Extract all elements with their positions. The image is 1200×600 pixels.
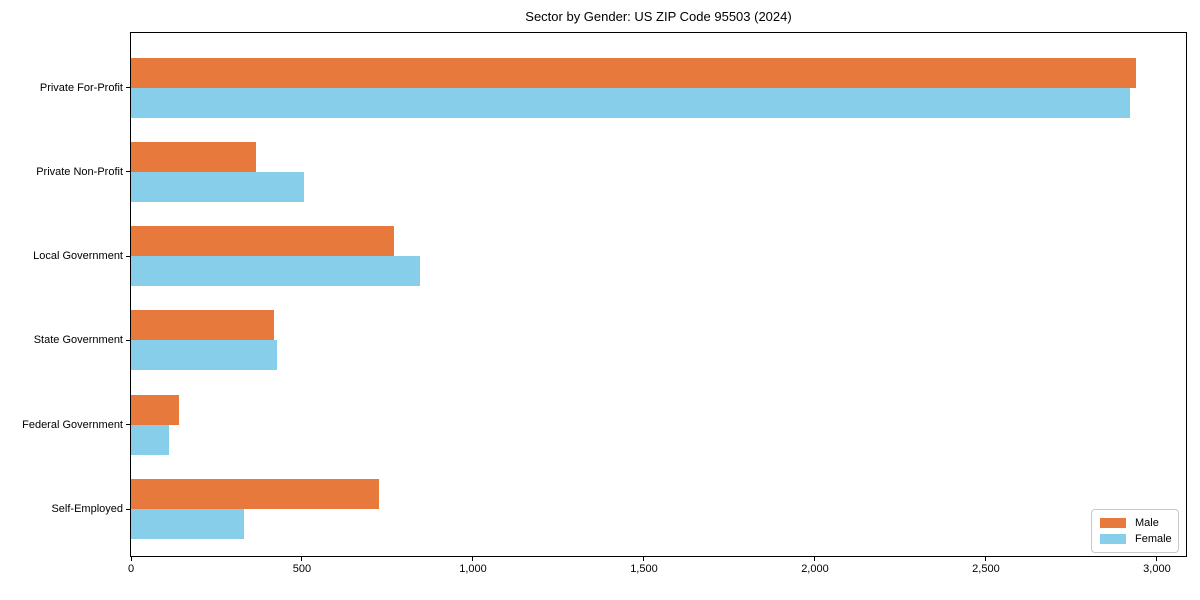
y-tick-mark [126, 424, 131, 426]
y-tick-label: Self-Employed [51, 503, 123, 515]
legend-label: Female [1135, 533, 1172, 545]
bar-female-0 [131, 87, 1130, 118]
bar-male-0 [131, 57, 1137, 88]
legend-swatch-female [1100, 534, 1126, 544]
bar-male-3 [131, 310, 274, 341]
legend-item-female: Female [1100, 533, 1172, 545]
bar-female-2 [131, 256, 420, 287]
y-tick-mark [126, 171, 131, 173]
y-tick-label: Federal Government [22, 418, 123, 431]
bar-female-1 [131, 171, 304, 202]
y-tick-label: Local Government [33, 250, 123, 263]
bar-male-2 [131, 226, 395, 257]
bar-female-3 [131, 340, 277, 371]
x-tick-mark [1156, 557, 1158, 561]
x-tick-mark [814, 557, 816, 561]
y-tick-mark [126, 87, 131, 88]
legend: Male Female [1091, 509, 1179, 553]
bar-male-5 [131, 479, 379, 509]
x-tick-label: 1,500 [630, 563, 658, 575]
x-tick-label: 1,000 [459, 563, 487, 575]
x-tick-mark [301, 557, 303, 561]
bar-female-4 [131, 424, 169, 455]
y-tick-mark [126, 508, 131, 510]
x-tick-mark [643, 557, 645, 561]
x-tick-mark [985, 557, 987, 561]
x-tick-mark [130, 557, 132, 561]
legend-item-male: Male [1100, 517, 1170, 529]
x-tick-label: 0 [127, 563, 135, 575]
chart-title: Sector by Gender: US ZIP Code 95503 (202… [525, 9, 792, 24]
x-tick-label: 500 [292, 563, 312, 575]
bar-male-4 [131, 394, 179, 425]
plot-area [130, 32, 1187, 557]
y-tick-mark [126, 339, 131, 341]
legend-swatch-male [1100, 518, 1126, 528]
x-tick-label: 3,000 [1143, 563, 1171, 575]
y-tick-label: Private For-Profit [39, 81, 123, 94]
bar-female-5 [131, 509, 244, 539]
x-tick-mark [472, 557, 474, 561]
bar-male-1 [131, 141, 256, 172]
y-tick-mark [126, 255, 131, 257]
x-tick-label: 2,500 [972, 563, 1000, 575]
legend-label: Male [1135, 517, 1159, 529]
y-tick-label: Private Non-Profit [36, 165, 123, 178]
y-tick-label: State Government [33, 334, 123, 347]
x-tick-label: 2,000 [801, 563, 829, 575]
